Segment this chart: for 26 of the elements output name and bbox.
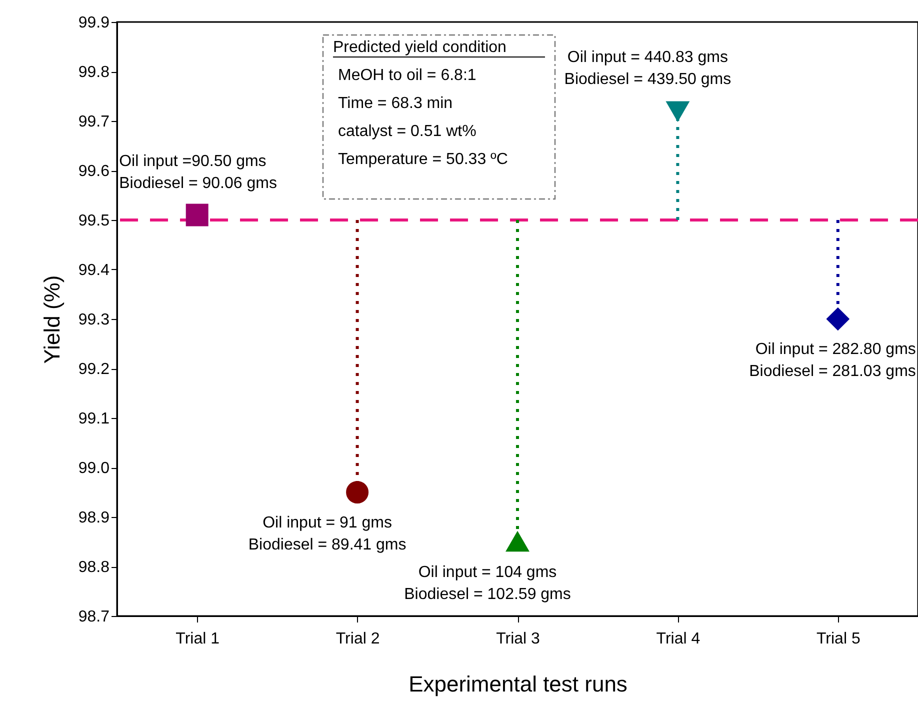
y-tick-label: 99.4 xyxy=(78,262,110,279)
y-tick-label: 99.5 xyxy=(78,212,110,230)
y-tick-label: 99.7 xyxy=(78,114,110,130)
y-tick-label: 99.6 xyxy=(78,163,110,180)
x-tick-label: Trial 1 xyxy=(176,630,220,648)
y-tick-label: 99.8 xyxy=(78,64,110,81)
y-tick-label: 99.0 xyxy=(78,460,110,477)
y-tick-label: 98.7 xyxy=(78,608,110,626)
y-tick-label: 98.8 xyxy=(78,559,110,576)
annotation: Oil input = 91 gms Biodiesel = 89.41 gms xyxy=(248,514,406,554)
annotation: Oil input = 440.83 gms Biodiesel = 439.50 gms xyxy=(564,49,732,88)
y-tick-label: 98.9 xyxy=(78,510,110,526)
annotation: Oil input =90.50 gms Biodiesel = 90.06 gms xyxy=(119,153,277,192)
annotation: Oil input = 282.80 gms Biodiesel = 281.03 gms xyxy=(749,341,916,380)
x-axis-title: Experimental test runs xyxy=(408,672,628,696)
y-tick-label: 99.1 xyxy=(78,410,110,428)
x-tick-label: Trial 2 xyxy=(336,630,380,648)
x-tick-label: Trial 3 xyxy=(496,630,540,648)
y-tick-label: 99.9 xyxy=(78,14,110,32)
y-tick-label: 99.3 xyxy=(78,312,110,328)
annotation: Predicted yield condition MeOH to oil = 6.8:1 Time = 68.3 min catalyst = 0.51 wt% Temperature = 50.33 ºC xyxy=(333,39,508,168)
y-axis-title: Yield (%) xyxy=(39,275,64,364)
x-tick-label: Trial 4 xyxy=(656,630,700,648)
y-tick-label: 99.2 xyxy=(78,361,110,378)
x-tick-label: Trial 5 xyxy=(816,630,860,648)
annotation: Oil input = 104 gms Biodiesel = 102.59 gms xyxy=(404,564,571,603)
